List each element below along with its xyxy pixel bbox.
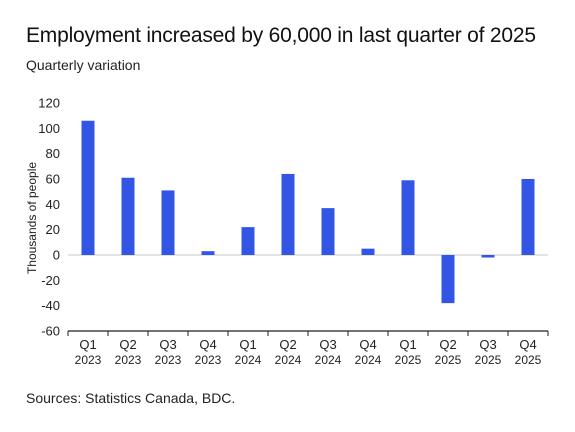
x-tick-quarter: Q4 bbox=[519, 337, 536, 352]
x-tick-year: 2023 bbox=[155, 353, 182, 367]
bar bbox=[361, 248, 375, 255]
x-tick-quarter: Q3 bbox=[159, 337, 176, 352]
bars bbox=[81, 120, 535, 304]
x-tick-year: 2024 bbox=[235, 353, 262, 367]
bar bbox=[281, 173, 295, 255]
chart-title: Employment increased by 60,000 in last q… bbox=[26, 24, 536, 47]
x-tick-year: 2023 bbox=[195, 353, 222, 367]
source-note: Sources: Statistics Canada, BDC. bbox=[26, 390, 236, 406]
bar bbox=[441, 255, 455, 304]
chart-subtitle: Quarterly variation bbox=[26, 57, 141, 73]
bar bbox=[401, 180, 415, 255]
x-tick-quarter: Q3 bbox=[319, 337, 336, 352]
x-tick-year: 2024 bbox=[355, 353, 382, 367]
bar bbox=[321, 208, 335, 255]
x-tick-year: 2024 bbox=[315, 353, 342, 367]
y-tick-label: -20 bbox=[41, 273, 60, 288]
y-tick-label: 20 bbox=[46, 222, 60, 237]
x-tick-year: 2025 bbox=[435, 353, 462, 367]
bar bbox=[481, 255, 495, 258]
bar bbox=[161, 190, 175, 255]
bar bbox=[81, 120, 95, 255]
x-tick-year: 2025 bbox=[395, 353, 422, 367]
y-tick-label: 0 bbox=[53, 248, 60, 263]
bar bbox=[521, 179, 535, 255]
y-axis-ticks: 120 100 80 60 40 20 0 -20 -40 -60 bbox=[38, 96, 60, 339]
x-tick-year: 2025 bbox=[475, 353, 502, 367]
x-tick-quarter: Q3 bbox=[479, 337, 496, 352]
x-tick-quarter: Q2 bbox=[119, 337, 136, 352]
x-tick-quarter: Q2 bbox=[279, 337, 296, 352]
y-tick-label: 40 bbox=[46, 197, 60, 212]
y-tick-label: 100 bbox=[38, 121, 60, 136]
y-tick-label: -60 bbox=[41, 324, 60, 339]
x-tick-quarter: Q1 bbox=[239, 337, 256, 352]
x-tick-quarter: Q2 bbox=[439, 337, 456, 352]
x-axis: Q12023Q22023Q32023Q42023Q12024Q22024Q320… bbox=[67, 330, 549, 367]
x-tick-quarter: Q1 bbox=[79, 337, 96, 352]
x-tick-quarter: Q1 bbox=[399, 337, 416, 352]
x-tick-year: 2023 bbox=[115, 353, 142, 367]
bar bbox=[201, 251, 215, 255]
x-tick-year: 2025 bbox=[515, 353, 542, 367]
x-tick-quarter: Q4 bbox=[359, 337, 376, 352]
x-tick-year: 2023 bbox=[75, 353, 102, 367]
y-axis-label: Thousands of people bbox=[25, 162, 39, 274]
bar bbox=[121, 177, 135, 255]
y-tick-label: 80 bbox=[46, 146, 60, 161]
bar bbox=[241, 227, 255, 255]
y-tick-label: 120 bbox=[38, 96, 60, 111]
x-tick-year: 2024 bbox=[275, 353, 302, 367]
x-tick-quarter: Q4 bbox=[199, 337, 216, 352]
y-tick-label: 60 bbox=[46, 172, 60, 187]
y-tick-label: -40 bbox=[41, 298, 60, 313]
